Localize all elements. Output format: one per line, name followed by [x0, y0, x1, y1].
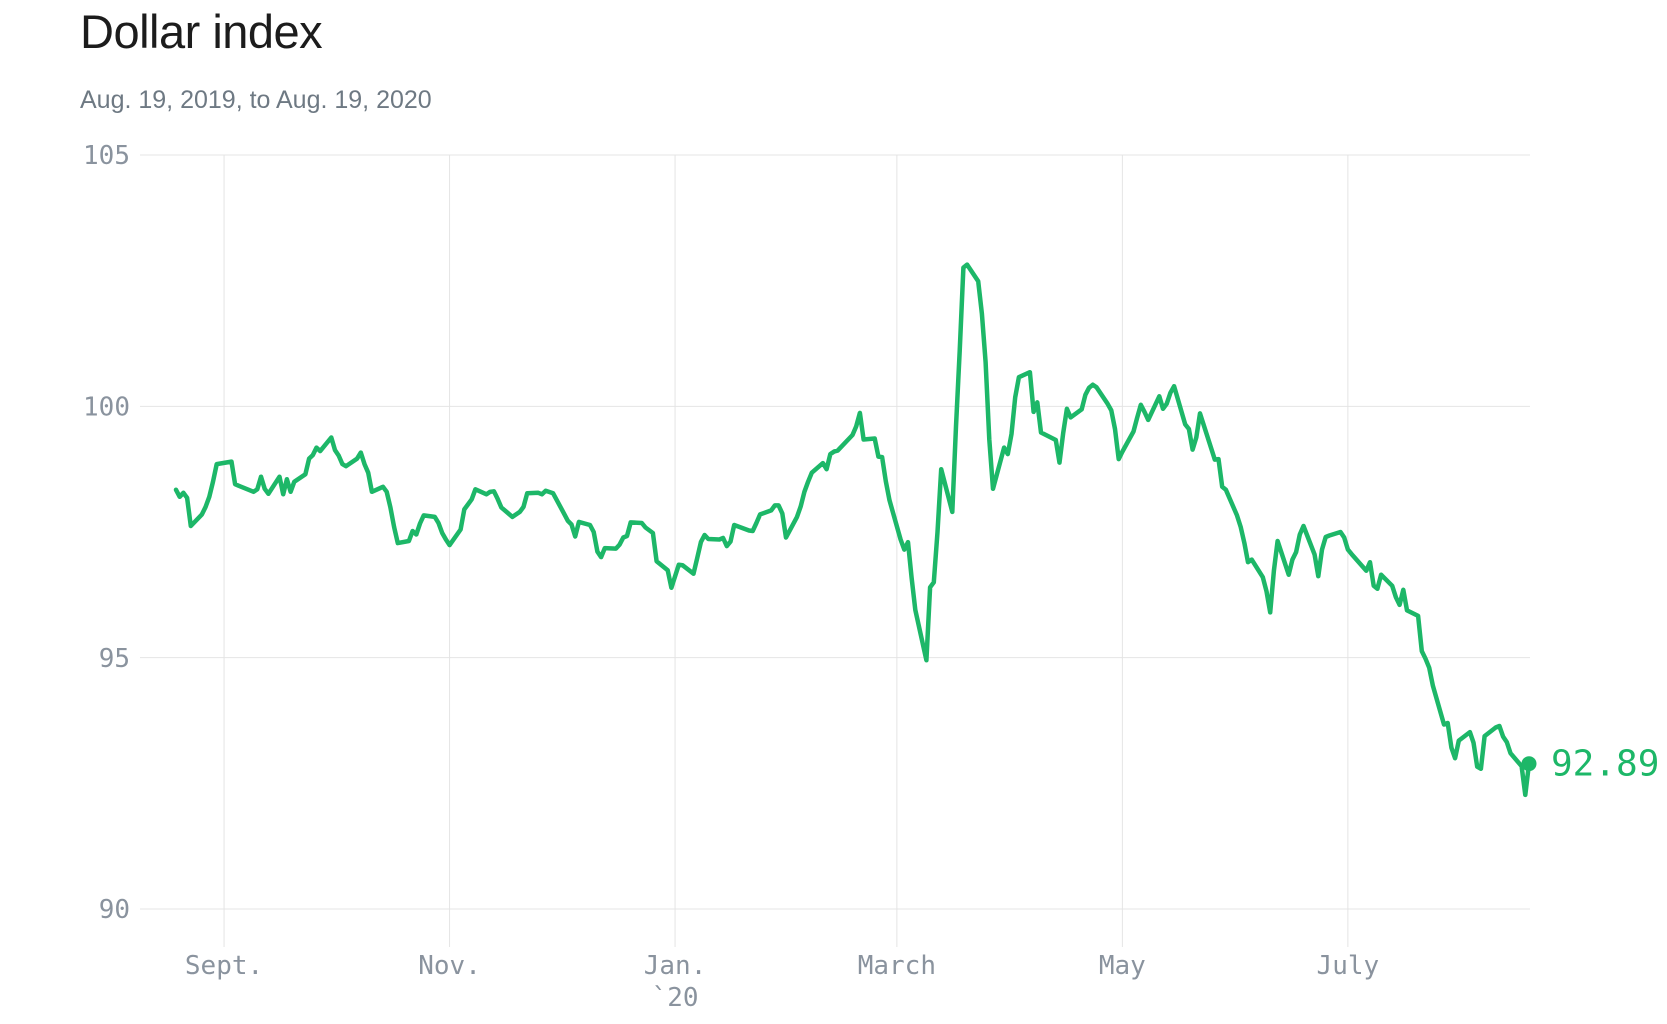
x-tick-label: Sept. [185, 951, 263, 981]
y-tick-label: 95 [99, 644, 130, 674]
x-tick-label: May [1099, 951, 1146, 981]
vertical-gridlines [223, 155, 1349, 947]
horizontal-gridlines [140, 154, 1530, 910]
series-end-dot [1521, 756, 1537, 772]
x-tick-label: Nov. [418, 951, 481, 981]
x-axis-tick-labels: Sept. Nov. Jan.`20 March May July [185, 951, 1379, 1013]
x-tick-label: March [858, 951, 936, 981]
dxy-line-series [173, 262, 1532, 798]
x-tick-label: Jan. [644, 951, 707, 981]
y-tick-label: 90 [99, 895, 130, 925]
chart-date-range-subtitle: Aug. 19, 2019, to Aug. 19, 2020 [80, 86, 432, 114]
y-axis-tick-labels: 105 100 95 90 [83, 141, 130, 925]
x-tick-label: July [1317, 951, 1380, 981]
series-end-value-label: 92.89 [1551, 744, 1659, 785]
page-title: Dollar index [80, 5, 323, 58]
y-tick-label: 100 [83, 392, 130, 422]
x-year-label: `20 [652, 983, 699, 1013]
y-tick-label: 105 [83, 141, 130, 171]
